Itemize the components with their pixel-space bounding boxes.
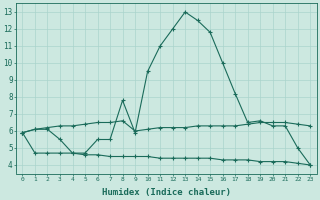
X-axis label: Humidex (Indice chaleur): Humidex (Indice chaleur) <box>102 188 231 197</box>
